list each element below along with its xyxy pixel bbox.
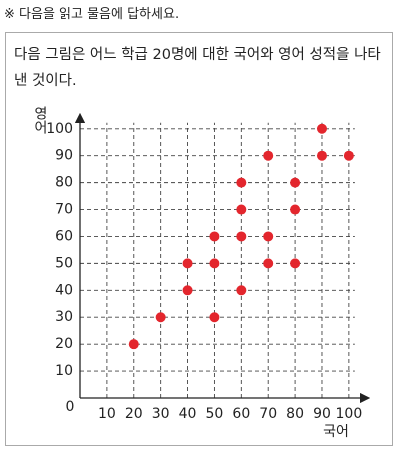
point bbox=[263, 258, 274, 269]
point bbox=[316, 123, 327, 134]
point bbox=[209, 312, 220, 323]
x-tick-label: 30 bbox=[152, 406, 170, 422]
x-tick-label: 50 bbox=[206, 406, 224, 422]
point bbox=[343, 150, 354, 161]
y-tick-label: 90 bbox=[55, 148, 73, 164]
y-tick-label: 30 bbox=[55, 309, 73, 325]
y-tick-label: 20 bbox=[55, 336, 73, 352]
x-tick-label: 90 bbox=[313, 406, 331, 422]
x-tick-label: 60 bbox=[232, 406, 250, 422]
y-tick-label: 60 bbox=[55, 228, 73, 244]
point bbox=[263, 150, 274, 161]
y-tick-label: 100 bbox=[46, 121, 73, 137]
question-box bbox=[5, 32, 393, 446]
point bbox=[155, 312, 166, 323]
x-tick-label: 20 bbox=[125, 406, 143, 422]
x-tick-label: 70 bbox=[259, 406, 277, 422]
intro-text: 다음 그림은 어느 학급 20명에 대한 국어와 영어 성적을 나타낸 것이다. bbox=[14, 47, 381, 89]
point bbox=[236, 285, 247, 296]
point bbox=[182, 258, 193, 269]
x-tick-label: 40 bbox=[179, 406, 197, 422]
y-tick-label: 70 bbox=[55, 202, 73, 218]
point bbox=[316, 150, 327, 161]
x-tick-label: 100 bbox=[336, 406, 363, 422]
point bbox=[290, 204, 301, 215]
point bbox=[290, 258, 301, 269]
point bbox=[128, 339, 139, 350]
header: ※ 다음을 읽고 물음에 답하세요. bbox=[4, 7, 180, 22]
point bbox=[209, 231, 220, 242]
y-axis-label: 영어 bbox=[32, 106, 48, 134]
y-tick-label: 50 bbox=[55, 255, 73, 271]
x-axis-label: 국어 bbox=[323, 424, 349, 440]
point bbox=[182, 285, 193, 296]
x-tick-label: 10 bbox=[98, 406, 116, 422]
point bbox=[236, 177, 247, 188]
x-tick-label: 0 bbox=[66, 399, 75, 415]
y-tick-label: 80 bbox=[55, 175, 73, 191]
point bbox=[263, 231, 274, 242]
point bbox=[236, 231, 247, 242]
point bbox=[209, 258, 220, 269]
point bbox=[236, 204, 247, 215]
y-tick-label: 10 bbox=[55, 363, 73, 379]
y-tick-label: 40 bbox=[55, 282, 73, 298]
point bbox=[290, 177, 301, 188]
x-tick-label: 80 bbox=[286, 406, 304, 422]
